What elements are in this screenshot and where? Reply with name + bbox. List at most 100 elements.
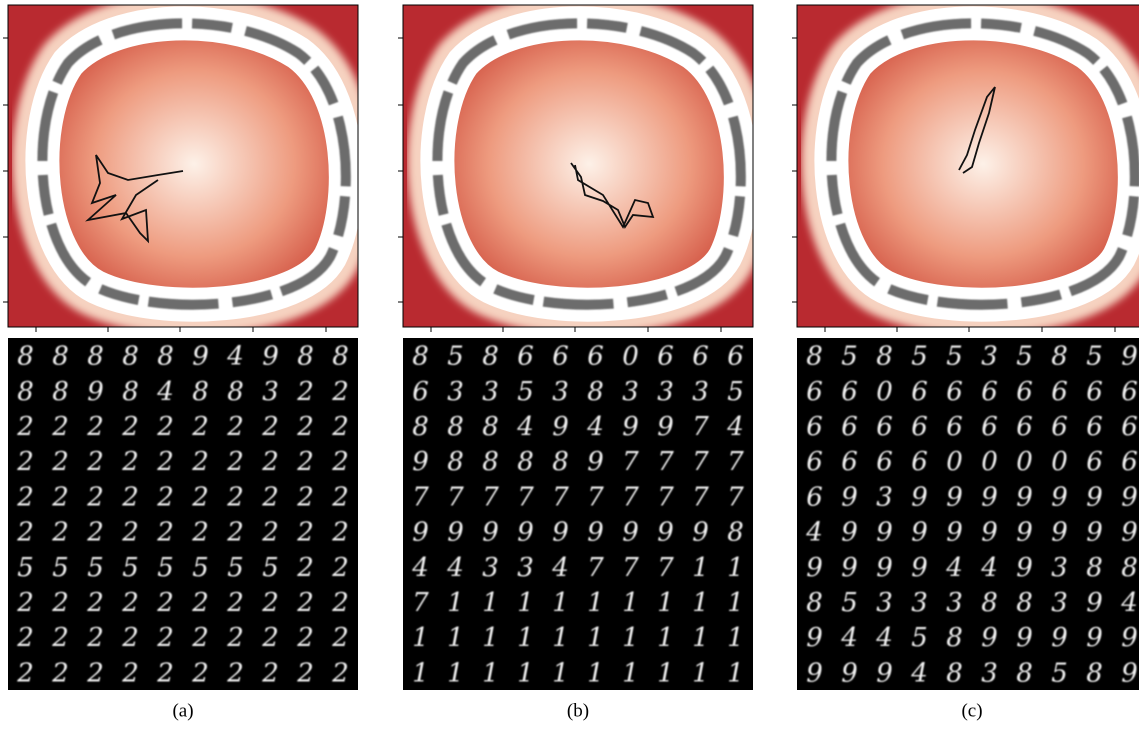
digit: 6	[876, 412, 893, 442]
digit: 6	[946, 377, 963, 407]
digit: 6	[1121, 412, 1138, 442]
digit: 4	[805, 518, 823, 548]
digit: 3	[876, 588, 893, 618]
digit: 1	[622, 623, 639, 653]
digit: 1	[692, 623, 709, 653]
digit: 3	[876, 482, 893, 512]
digit: 2	[86, 623, 104, 653]
digit: 9	[1016, 623, 1033, 653]
digit: 6	[1016, 412, 1033, 442]
digit: 0	[622, 342, 639, 372]
digit: 2	[156, 482, 174, 512]
digit: 2	[331, 518, 349, 548]
digit: 9	[622, 412, 639, 442]
digit: 4	[910, 658, 928, 688]
digit: 2	[86, 412, 104, 442]
digit: 8	[122, 342, 139, 372]
digit: 1	[587, 658, 604, 688]
digit: 9	[692, 518, 709, 548]
digit: 9	[657, 518, 674, 548]
digit: 4	[446, 553, 464, 583]
grid-background	[8, 338, 358, 690]
digit: 2	[51, 588, 69, 618]
trajectory	[958, 86, 996, 174]
digit: 2	[191, 482, 209, 512]
digit: 5	[841, 342, 858, 372]
digit: 9	[1121, 623, 1138, 653]
digit: 0	[1051, 447, 1068, 477]
digit: 7	[692, 447, 709, 477]
digit: 7	[482, 482, 499, 512]
digit: 3	[262, 377, 279, 407]
heatmap	[792, 4, 1139, 332]
digit: 6	[412, 377, 429, 407]
digit: 1	[692, 658, 709, 688]
digit: 2	[226, 658, 244, 688]
digit: 9	[552, 412, 569, 442]
digit: 1	[517, 623, 534, 653]
ring-white	[814, 6, 1139, 322]
digit-grid: 8 8 8 8 8 9 4 9 8 88 8 9 8 4 8 8 3 2 22 2 2 2 2 2 2 2 2 22 2 2 2 2 2 2 2 2 2…	[8, 338, 358, 690]
digit: 5	[122, 553, 139, 583]
digit: 2	[226, 623, 244, 653]
ring-dark	[432, 18, 746, 310]
digit: 9	[841, 658, 858, 688]
digit: 8	[52, 377, 69, 407]
digit: 8	[552, 447, 569, 477]
digit: 9	[806, 553, 823, 583]
digit: 2	[16, 623, 34, 653]
digit: 2	[261, 518, 279, 548]
digit: 2	[296, 447, 314, 477]
digit: 1	[587, 588, 604, 618]
digit: 8	[447, 447, 464, 477]
digit: 8	[157, 342, 174, 372]
digit: 4	[516, 412, 534, 442]
frame	[402, 4, 754, 328]
digit: 9	[657, 412, 674, 442]
digit: 2	[86, 518, 104, 548]
digit: 3	[692, 377, 709, 407]
digit: 5	[911, 623, 928, 653]
digit-grid: 8 5 8 6 6 6 0 6 6 66 3 3 5 3 8 3 3 3 58 8 8 4 9 4 9 9 7 49 8 8 8 8 9 7 7 7 7…	[403, 338, 753, 690]
digit: 5	[911, 342, 928, 372]
digit: 2	[296, 482, 314, 512]
digit: 9	[806, 623, 823, 653]
digit: 3	[517, 553, 534, 583]
frame	[7, 4, 359, 328]
digit: 4	[411, 553, 429, 583]
digit: 0	[981, 447, 998, 477]
digit: 9	[981, 482, 998, 512]
digit: 2	[226, 588, 244, 618]
digit: 2	[191, 588, 209, 618]
digit: 9	[192, 342, 209, 372]
ring-white	[25, 6, 358, 322]
digit: 9	[1016, 553, 1033, 583]
digit: 2	[296, 412, 314, 442]
digit: 1	[657, 588, 674, 618]
digit: 0	[946, 447, 963, 477]
digit: 8	[1051, 342, 1068, 372]
digit: 2	[261, 412, 279, 442]
digit: 8	[1016, 588, 1033, 618]
digit: 8	[482, 412, 499, 442]
digit: 9	[1016, 482, 1033, 512]
digit: 5	[192, 553, 209, 583]
digit: 4	[1120, 588, 1138, 618]
digit: 2	[121, 658, 139, 688]
digit: 6	[552, 342, 569, 372]
digit: 3	[482, 377, 499, 407]
digit: 6	[1051, 377, 1068, 407]
digit: 6	[657, 342, 674, 372]
digit: 2	[191, 518, 209, 548]
digit: 6	[1016, 377, 1033, 407]
digit: 6	[727, 342, 744, 372]
digit: 3	[946, 588, 963, 618]
digit: 6	[1121, 377, 1138, 407]
digit: 8	[122, 377, 139, 407]
digit: 9	[412, 518, 429, 548]
digit: 5	[262, 553, 279, 583]
digit: 2	[191, 658, 209, 688]
digit: 2	[86, 658, 104, 688]
digit: 2	[121, 412, 139, 442]
digit: 3	[447, 377, 464, 407]
